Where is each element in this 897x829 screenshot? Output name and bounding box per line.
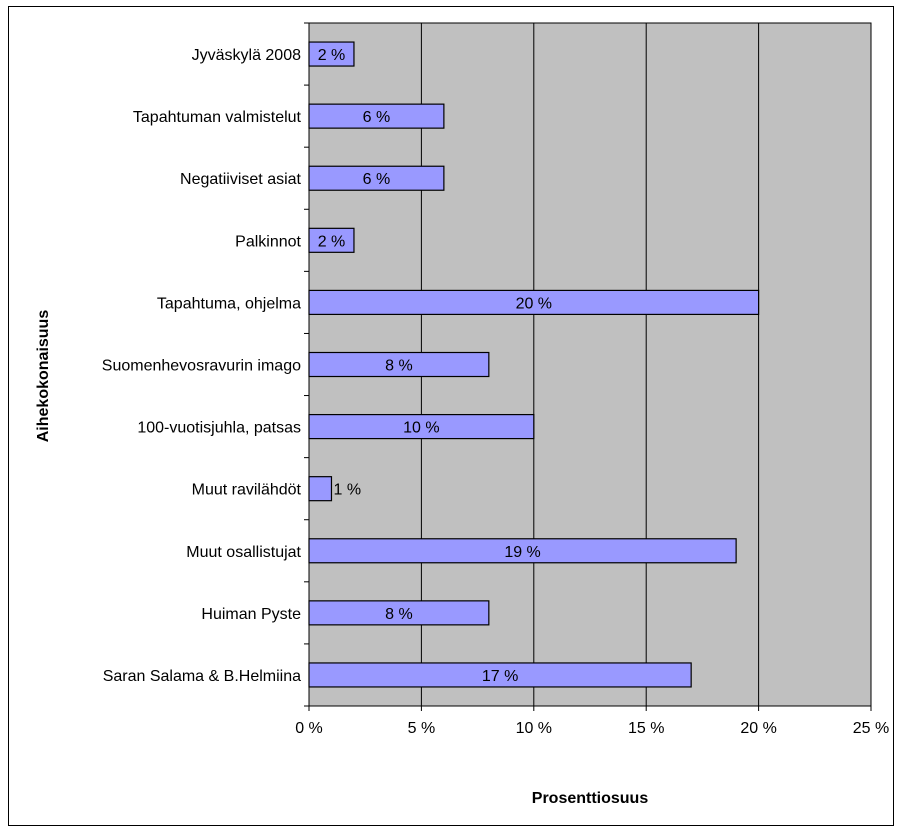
category-label: Tapahtuma, ohjelma (157, 295, 301, 312)
bar-data-label: 8 % (385, 606, 413, 623)
bar (308, 227, 355, 253)
bar (308, 41, 355, 67)
bar-data-label: 6 % (363, 109, 391, 126)
x-tick-label: 20 % (740, 720, 776, 737)
bars (308, 41, 760, 688)
x-tick-label: 0 % (295, 720, 323, 737)
x-axis-title: Prosenttiosuus (531, 790, 649, 807)
category-label: Jyväskylä 2008 (192, 47, 301, 64)
bar-data-label: 2 % (318, 47, 346, 64)
bar-data-label: 17 % (482, 668, 518, 685)
bar-data-label: 6 % (363, 171, 391, 188)
bar (308, 662, 692, 688)
category-labels: Jyväskylä 2008 Tapahtuman valmistelut Nega… (102, 47, 302, 685)
bar (308, 538, 737, 564)
bar (308, 476, 333, 502)
category-label: Muut ravilähdöt (192, 482, 302, 499)
x-tick-labels: 0 % 5 % 10 % 15 % 20 % 25 % (295, 720, 889, 737)
category-label: Suomenhevosravurin imago (102, 358, 301, 375)
bar-data-label: 20 % (516, 295, 552, 312)
category-label: Negatiiviset asiat (180, 171, 302, 188)
x-tick-label: 25 % (853, 720, 889, 737)
x-tick-label: 15 % (628, 720, 664, 737)
bar-data-label: 1 % (333, 482, 361, 499)
category-label: Palkinnot (235, 233, 301, 250)
category-label: Tapahtuman valmistelut (133, 109, 302, 126)
category-label: 100-vuotisjuhla, patsas (137, 420, 301, 437)
x-tick-label: 10 % (516, 720, 552, 737)
y-axis-title: Aihekokonaisuus (35, 309, 52, 443)
bar (308, 103, 445, 129)
bar (308, 413, 535, 440)
bar-data-label: 10 % (403, 420, 439, 437)
bar-data-label: 8 % (385, 358, 413, 375)
x-tick-label: 5 % (408, 720, 436, 737)
category-label: Saran Salama & B.Helmiina (103, 668, 301, 685)
category-label: Huiman Pyste (201, 606, 301, 623)
bar-data-label: 19 % (504, 544, 540, 561)
bar (308, 289, 760, 316)
bar-data-labels: 2 % 6 % 6 % 2 % 20 % 8 % 10 % 1 % 19 % 8 % 17 % (318, 47, 552, 685)
y-axis-ticks (304, 22, 872, 711)
bar-data-label: 2 % (318, 233, 346, 250)
bar (308, 165, 445, 191)
category-label: Muut osallistujat (186, 544, 301, 561)
bar (308, 351, 490, 378)
bar (308, 600, 490, 626)
